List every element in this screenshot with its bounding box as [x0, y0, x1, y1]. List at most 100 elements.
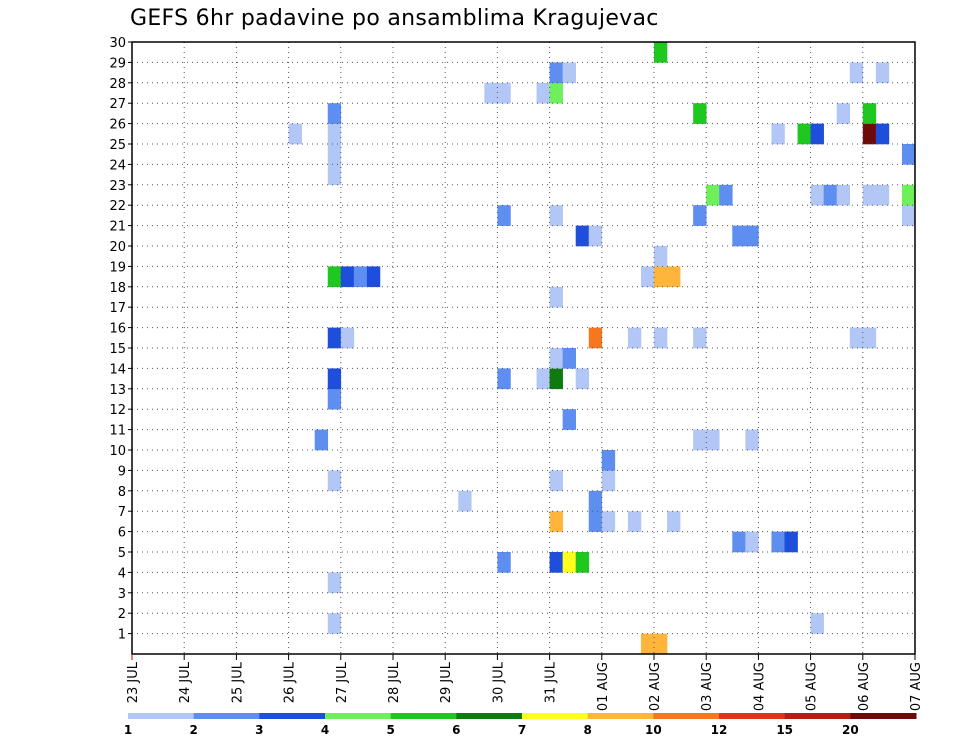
- data-cell: [340, 266, 355, 288]
- data-cell: [327, 572, 342, 594]
- y-tick-label: 15: [109, 342, 126, 357]
- y-tick-label: 8: [118, 485, 126, 500]
- colorbar-swatch: [259, 713, 326, 719]
- data-cell: [588, 327, 603, 349]
- data-cell: [771, 531, 785, 553]
- y-tick-label: 10: [109, 444, 126, 459]
- data-cell: [901, 184, 916, 206]
- x-tick-label: 02 AUG: [648, 662, 663, 711]
- y-tick-label: 20: [109, 240, 126, 255]
- x-tick-label: 03 AUG: [700, 662, 715, 711]
- y-tick-label: 25: [109, 138, 126, 153]
- colorbar-swatch: [587, 713, 654, 719]
- data-cell: [327, 144, 342, 165]
- data-cell: [497, 82, 511, 104]
- data-cell: [667, 511, 681, 532]
- data-cell: [484, 82, 498, 104]
- data-cell: [575, 552, 590, 573]
- data-cell: [327, 327, 342, 349]
- colorbar-label: 12: [711, 723, 728, 737]
- x-tick-label: 31 JUL: [544, 661, 559, 703]
- data-cell: [706, 429, 720, 451]
- data-cell: [771, 123, 785, 145]
- data-cell: [327, 103, 342, 124]
- data-cell: [314, 429, 329, 451]
- x-tick-label: 04 AUG: [752, 662, 767, 711]
- y-tick-label: 6: [118, 526, 126, 541]
- data-cell: [849, 327, 864, 349]
- data-cell: [327, 164, 342, 186]
- x-tick-label: 26 JUL: [283, 661, 298, 703]
- colorbar-label: 5: [386, 723, 394, 737]
- y-tick-label: 23: [109, 179, 126, 194]
- y-tick-label: 26: [109, 118, 126, 133]
- data-cell: [549, 348, 563, 369]
- data-cell: [732, 531, 746, 553]
- x-tick-label: 28 JUL: [387, 661, 402, 703]
- colorbar-swatch: [719, 713, 786, 719]
- data-cell: [601, 511, 616, 532]
- data-cell: [849, 62, 864, 84]
- x-tick-label: 29 JUL: [439, 661, 454, 703]
- colorbar-label: 10: [645, 723, 662, 737]
- data-cell: [640, 266, 655, 288]
- colorbar-label: 8: [583, 723, 591, 737]
- data-cell: [549, 368, 563, 390]
- data-cell: [862, 184, 877, 206]
- data-cell: [536, 368, 550, 390]
- colorbar-swatch: [456, 713, 523, 719]
- data-cell: [875, 62, 890, 84]
- data-cell: [627, 327, 642, 349]
- data-cell: [327, 470, 342, 492]
- data-cell: [667, 266, 681, 288]
- x-tick-label: 05 AUG: [805, 662, 820, 711]
- data-cell: [562, 348, 576, 369]
- colorbar-label: 7: [518, 723, 526, 737]
- colorbar-swatch: [325, 713, 392, 719]
- data-cell: [549, 552, 563, 573]
- data-cell: [654, 633, 668, 655]
- colorbar-label: 2: [189, 723, 197, 737]
- colorbar-label: 3: [255, 723, 263, 737]
- y-tick-label: 9: [118, 464, 126, 479]
- x-tick-label: 07 AUG: [909, 662, 924, 711]
- data-cell: [549, 470, 563, 492]
- data-cell: [693, 103, 707, 124]
- y-tick-label: 22: [109, 199, 126, 214]
- colorbar-swatch: [128, 713, 195, 719]
- data-cell: [327, 368, 342, 390]
- data-cell: [627, 511, 642, 532]
- data-cell: [601, 470, 616, 492]
- y-tick-label: 29: [109, 56, 126, 71]
- data-cell: [875, 184, 890, 206]
- colorbar-swatch: [522, 713, 589, 719]
- data-cell: [601, 450, 616, 471]
- y-tick-label: 21: [109, 220, 126, 235]
- data-cell: [549, 511, 563, 532]
- data-cell: [562, 62, 576, 84]
- data-cell: [901, 144, 916, 165]
- y-tick-label: 27: [109, 97, 126, 112]
- y-tick-label: 24: [109, 158, 126, 173]
- y-tick-label: 7: [118, 505, 126, 520]
- data-cell: [549, 62, 563, 84]
- data-cell: [575, 368, 590, 390]
- data-cell: [810, 613, 824, 634]
- data-cell: [497, 205, 511, 226]
- data-cell: [497, 552, 511, 573]
- y-tick-label: 5: [118, 546, 126, 561]
- data-cell: [836, 103, 851, 124]
- data-cell: [353, 266, 368, 288]
- colorbar-label: 1: [124, 723, 132, 737]
- y-tick-label: 4: [118, 566, 126, 581]
- data-cell: [693, 327, 707, 349]
- data-cell: [875, 123, 890, 145]
- y-tick-label: 16: [109, 322, 126, 337]
- data-cell: [549, 82, 563, 104]
- y-tick-label: 18: [109, 281, 126, 296]
- y-tick-label: 13: [109, 383, 126, 398]
- data-cell: [732, 225, 746, 247]
- colorbar-label: 20: [842, 723, 859, 737]
- y-tick-label: 28: [109, 77, 126, 92]
